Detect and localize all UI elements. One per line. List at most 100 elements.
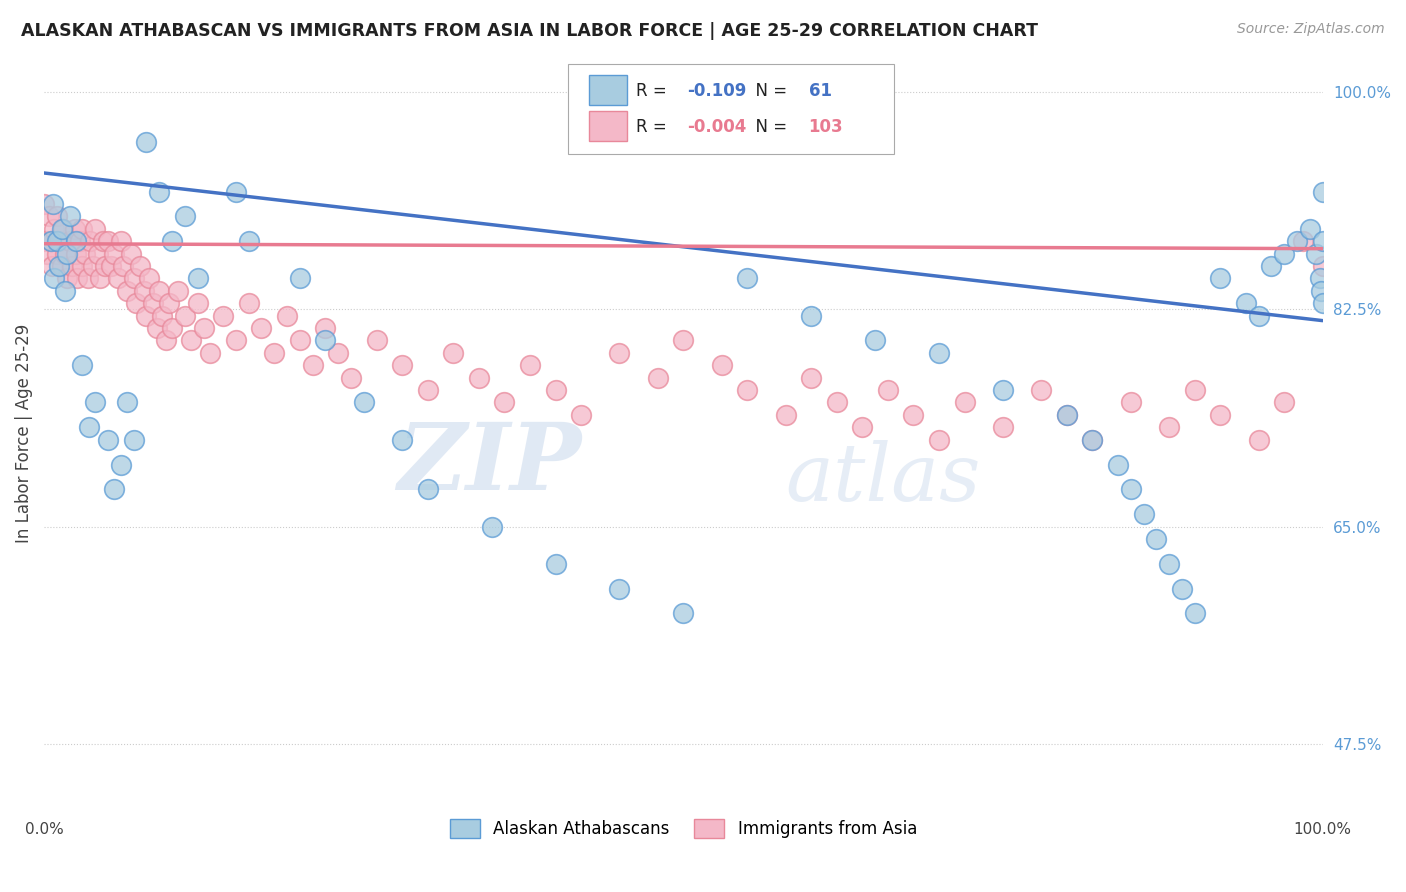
Point (481, 519, 503, 533)
Point (238, 234, 260, 248)
Point (120, 246, 142, 260)
Text: -0.004: -0.004 (688, 118, 747, 136)
Point (110, 458, 132, 472)
Point (314, 334, 336, 348)
Point (103, 483, 125, 497)
Point (1247, 309, 1270, 323)
Point (132, 284, 155, 298)
Point (212, 309, 235, 323)
Point (263, 346, 285, 360)
Point (775, 408, 797, 422)
Text: R =: R = (636, 118, 672, 136)
Point (84, 395, 107, 409)
Point (1292, 234, 1315, 248)
Point (1184, 607, 1206, 621)
Text: ALASKAN ATHABASCAN VS IMMIGRANTS FROM ASIA IN LABOR FORCE | AGE 25-29 CORRELATIO: ALASKAN ATHABASCAN VS IMMIGRANTS FROM AS… (21, 22, 1038, 40)
Point (186, 271, 208, 285)
Y-axis label: In Labor Force | Age 25-29: In Labor Force | Age 25-29 (15, 324, 32, 543)
Point (928, 346, 950, 360)
Point (72, 359, 94, 373)
Point (1299, 222, 1322, 236)
Point (1209, 271, 1232, 285)
Point (366, 334, 388, 348)
Point (135, 309, 157, 323)
Point (609, 582, 631, 596)
FancyBboxPatch shape (589, 111, 627, 141)
Point (32, 197, 55, 211)
Point (441, 346, 464, 360)
Point (1184, 383, 1206, 397)
Point (35, 246, 58, 260)
Point (65, 234, 87, 248)
Point (84, 222, 107, 236)
Point (1119, 395, 1142, 409)
Point (519, 359, 541, 373)
Point (1081, 433, 1104, 447)
Point (65, 246, 87, 260)
Point (1107, 458, 1129, 472)
Point (353, 395, 375, 409)
Point (544, 383, 567, 397)
Point (59, 210, 82, 224)
Point (48, 234, 70, 248)
Point (1247, 433, 1270, 447)
Point (991, 420, 1014, 434)
Point (52, 222, 75, 236)
Point (129, 259, 152, 273)
Point (877, 383, 900, 397)
Point (51, 259, 73, 273)
Point (89, 271, 111, 285)
Point (97, 433, 120, 447)
Point (1132, 507, 1154, 521)
Point (160, 321, 183, 335)
Point (41, 259, 63, 273)
Point (53, 246, 76, 260)
Point (735, 383, 758, 397)
Point (238, 296, 260, 310)
Point (107, 271, 129, 285)
Point (1056, 408, 1078, 422)
Point (39, 234, 62, 248)
Point (91, 234, 114, 248)
Point (77, 420, 100, 434)
Point (1272, 246, 1295, 260)
Point (87, 246, 110, 260)
Point (250, 321, 273, 335)
Legend: Alaskan Athabascans, Immigrants from Asia: Alaskan Athabascans, Immigrants from Asi… (443, 813, 924, 845)
Text: N =: N = (745, 82, 792, 100)
Point (56, 246, 79, 260)
Point (186, 296, 208, 310)
Text: Source: ZipAtlas.com: Source: ZipAtlas.com (1237, 22, 1385, 37)
Point (173, 309, 195, 323)
Point (800, 370, 823, 384)
Point (314, 321, 336, 335)
Point (468, 370, 491, 384)
Point (115, 284, 138, 298)
Point (1272, 395, 1295, 409)
Point (1144, 532, 1167, 546)
Point (1031, 383, 1053, 397)
Point (800, 309, 823, 323)
Point (63, 222, 86, 236)
Text: -0.109: -0.109 (688, 82, 747, 100)
Point (1056, 408, 1078, 422)
Point (51, 222, 73, 236)
Point (59, 234, 82, 248)
Point (391, 359, 413, 373)
Point (1159, 420, 1181, 434)
Point (340, 370, 363, 384)
Point (76, 271, 98, 285)
Point (494, 395, 516, 409)
Point (1260, 259, 1282, 273)
Point (672, 607, 695, 621)
Point (160, 234, 183, 248)
Point (45, 234, 67, 248)
Point (193, 321, 215, 335)
Point (647, 370, 669, 384)
Point (851, 420, 873, 434)
Point (122, 433, 145, 447)
Point (42, 197, 65, 211)
FancyBboxPatch shape (589, 75, 627, 105)
Point (288, 334, 311, 348)
Point (115, 395, 138, 409)
